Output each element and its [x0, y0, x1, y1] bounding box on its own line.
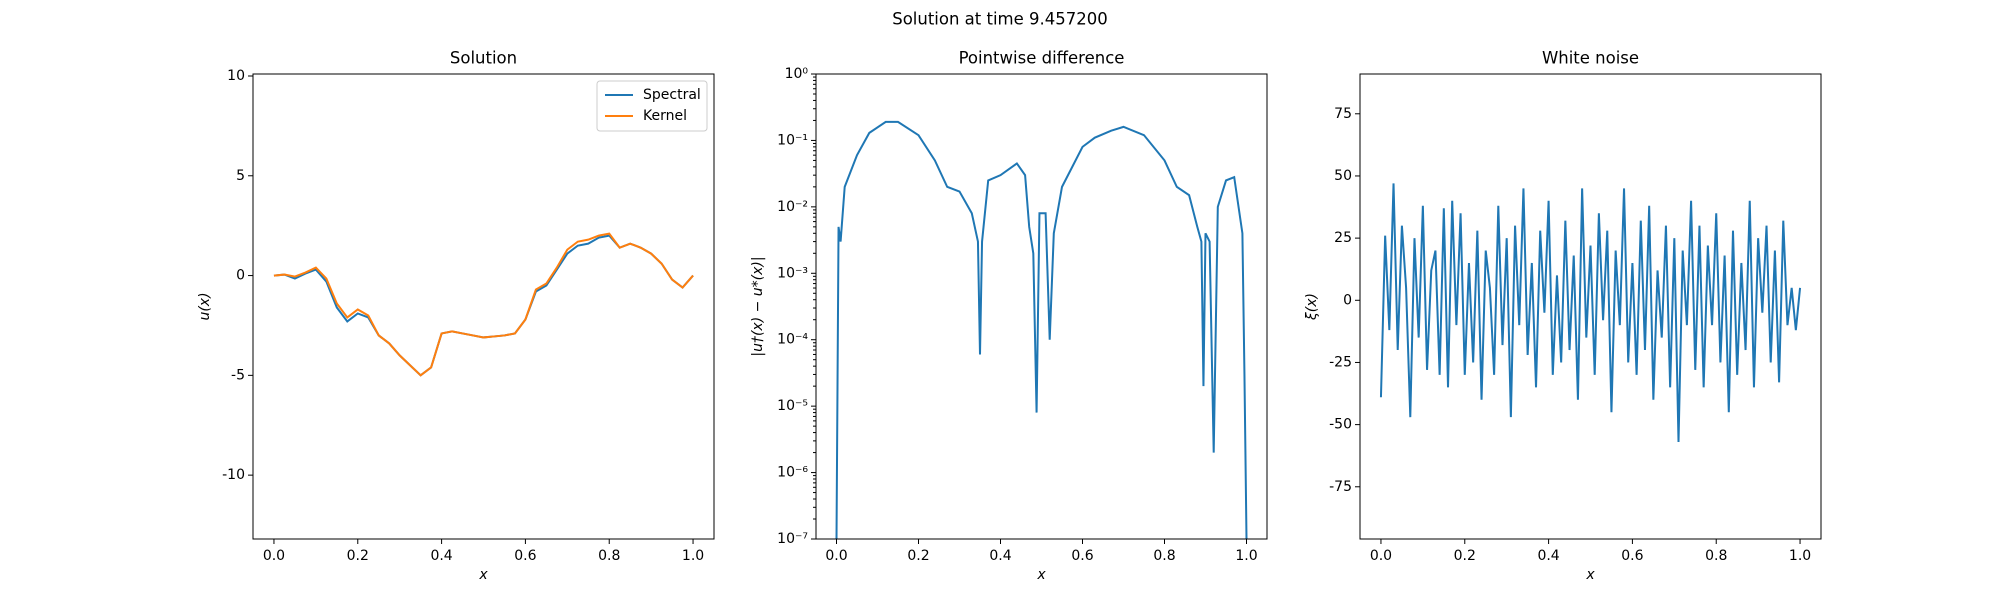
x-tick-label: 0.8	[598, 548, 620, 564]
figure-title: Solution at time 9.457200	[892, 10, 1108, 29]
x-tick-label: 0.2	[1454, 548, 1476, 564]
axes-title: Pointwise difference	[959, 49, 1125, 68]
y-tick-label: 10	[227, 68, 245, 84]
x-tick-label: 0.2	[347, 548, 369, 564]
y-tick-label: 10⁻⁶	[777, 465, 808, 481]
x-tick-label: 0.4	[430, 548, 452, 564]
x-tick-label: 1.0	[682, 548, 704, 564]
data-line	[273, 234, 694, 377]
x-tick-label: 0.8	[1153, 548, 1175, 564]
y-tick-label: 75	[1334, 106, 1352, 122]
x-tick-label: 0.6	[514, 548, 536, 564]
axes-title: Solution	[450, 49, 517, 68]
y-tick-label: 0	[1343, 292, 1352, 308]
x-tick-label: 1.0	[1789, 548, 1811, 564]
x-tick-label: 0.0	[263, 548, 285, 564]
y-tick-label: 10⁻⁷	[777, 531, 808, 547]
x-axis-label: x	[1036, 567, 1046, 583]
y-tick-label: 25	[1334, 230, 1352, 246]
y-tick-label: 50	[1334, 168, 1352, 184]
y-tick-label: 0	[236, 268, 245, 284]
axes-frame	[252, 73, 715, 540]
axes-frame	[1359, 73, 1822, 540]
x-tick-label: 0.4	[989, 548, 1011, 564]
x-tick-label: 0.0	[1370, 548, 1392, 564]
x-axis-label: x	[478, 567, 488, 583]
legend-label: Kernel	[643, 108, 687, 124]
x-tick-label: 0.2	[907, 548, 929, 564]
y-tick-label: 10⁻⁵	[777, 398, 808, 414]
x-tick-label: 1.0	[1235, 548, 1257, 564]
x-tick-label: 0.6	[1071, 548, 1093, 564]
x-tick-label: 0.8	[1705, 548, 1727, 564]
y-tick-label: 10⁻⁴	[777, 332, 808, 348]
x-axis-label: x	[1585, 567, 1595, 583]
y-tick-label: 10⁻¹	[777, 132, 808, 148]
y-axis-label: |u†(x) − u*(x)|	[750, 256, 766, 356]
y-tick-label: -25	[1329, 354, 1352, 370]
y-tick-label: -10	[222, 467, 245, 483]
data-line	[273, 232, 694, 377]
axes-frame	[815, 73, 1268, 540]
y-tick-label: 10⁻³	[777, 265, 808, 281]
y-tick-label: 10⁻²	[777, 199, 808, 215]
y-tick-label: 10⁰	[785, 66, 809, 82]
y-tick-label: -5	[231, 367, 245, 383]
data-line	[1379, 183, 1802, 443]
x-tick-label: 0.4	[1537, 548, 1559, 564]
legend-label: Spectral	[643, 87, 701, 103]
y-axis-label: ξ(x)	[1304, 293, 1320, 321]
y-tick-label: -75	[1329, 479, 1352, 495]
y-tick-label: 5	[236, 168, 245, 184]
y-tick-label: -50	[1329, 417, 1352, 433]
x-tick-label: 0.0	[825, 548, 847, 564]
x-tick-label: 0.6	[1621, 548, 1643, 564]
axes-title: White noise	[1542, 49, 1639, 68]
y-axis-label: u(x)	[197, 292, 213, 320]
legend-box	[596, 80, 708, 132]
data-line	[835, 120, 1248, 539]
